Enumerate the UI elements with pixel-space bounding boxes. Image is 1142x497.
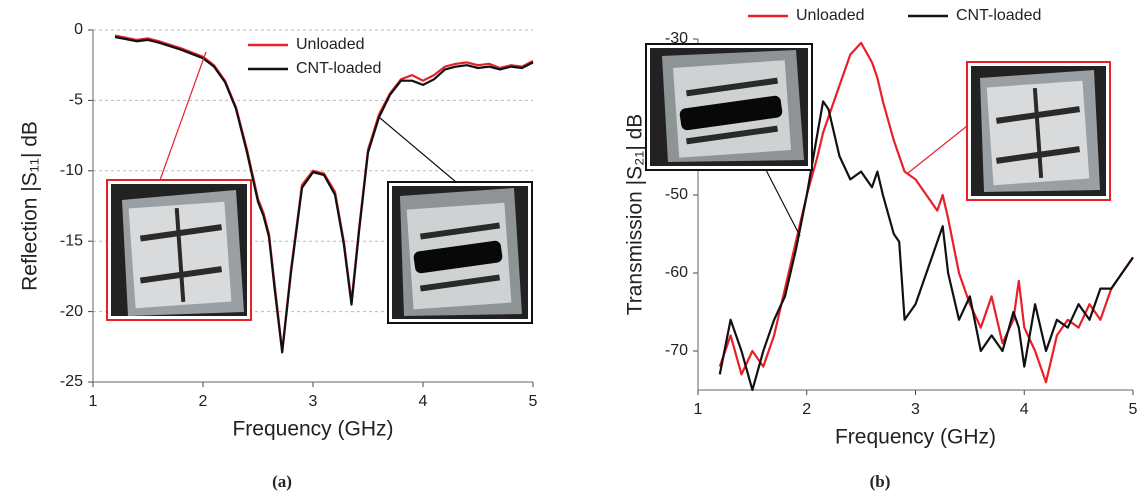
y-tick-label: -5 <box>69 92 83 109</box>
y-tick-label: 0 <box>74 21 83 38</box>
insets <box>106 43 1111 324</box>
inset-slot <box>1032 87 1044 179</box>
y-tick-label: -30 <box>665 30 688 47</box>
x-tick-label: 4 <box>419 393 428 410</box>
inset-bar <box>419 274 501 292</box>
y-tick-label: -10 <box>60 162 83 179</box>
y-axis-label: Transmission |S₂₁| dB <box>624 114 647 316</box>
x-tick-label: 5 <box>529 393 538 410</box>
series-line <box>718 41 1134 384</box>
inset-bar <box>686 125 778 145</box>
inset-cnt <box>679 95 783 131</box>
x-tick-label: 1 <box>89 393 98 410</box>
y-tick-label: -60 <box>665 264 688 281</box>
series-line <box>718 100 1134 392</box>
x-tick-label: 5 <box>1129 401 1138 418</box>
y-tick-label: -15 <box>60 232 83 249</box>
x-axis-label: Frequency (GHz) <box>835 426 996 449</box>
leader-line <box>379 117 457 183</box>
legend-label: CNT-loaded <box>956 7 1041 24</box>
legends: Unloaded CNT-loaded Unloaded CNT-loaded <box>248 7 1041 77</box>
caption: (b) <box>870 472 891 491</box>
caption: (a) <box>272 472 292 491</box>
x-tick-label: 2 <box>802 401 811 418</box>
legend-label: Unloaded <box>796 7 865 24</box>
inset-cnt <box>413 240 503 274</box>
inset-bar <box>139 224 223 242</box>
x-tick-label: 1 <box>694 401 703 418</box>
y-tick-label: -25 <box>60 373 83 390</box>
leader-line <box>907 125 968 174</box>
x-tick-label: 3 <box>911 401 920 418</box>
y-tick-label: -70 <box>665 342 688 359</box>
series-line <box>114 35 534 354</box>
legend-label: Unloaded <box>296 36 365 53</box>
legend-label: CNT-loaded <box>296 60 381 77</box>
x-tick-label: 2 <box>199 393 208 410</box>
leader-line <box>159 51 207 181</box>
y-tick-label: -50 <box>665 186 688 203</box>
y-tick-label: -20 <box>60 303 83 320</box>
leader-line <box>765 169 801 237</box>
x-axis-label: Frequency (GHz) <box>232 418 393 441</box>
inset-bar <box>686 77 778 97</box>
x-tick-label: 4 <box>1020 401 1029 418</box>
inset-bar <box>419 222 501 240</box>
x-tick-label: 3 <box>309 393 318 410</box>
y-axis-label: Reflection |S₁₁| dB <box>19 121 42 291</box>
inset-slot <box>174 207 186 303</box>
